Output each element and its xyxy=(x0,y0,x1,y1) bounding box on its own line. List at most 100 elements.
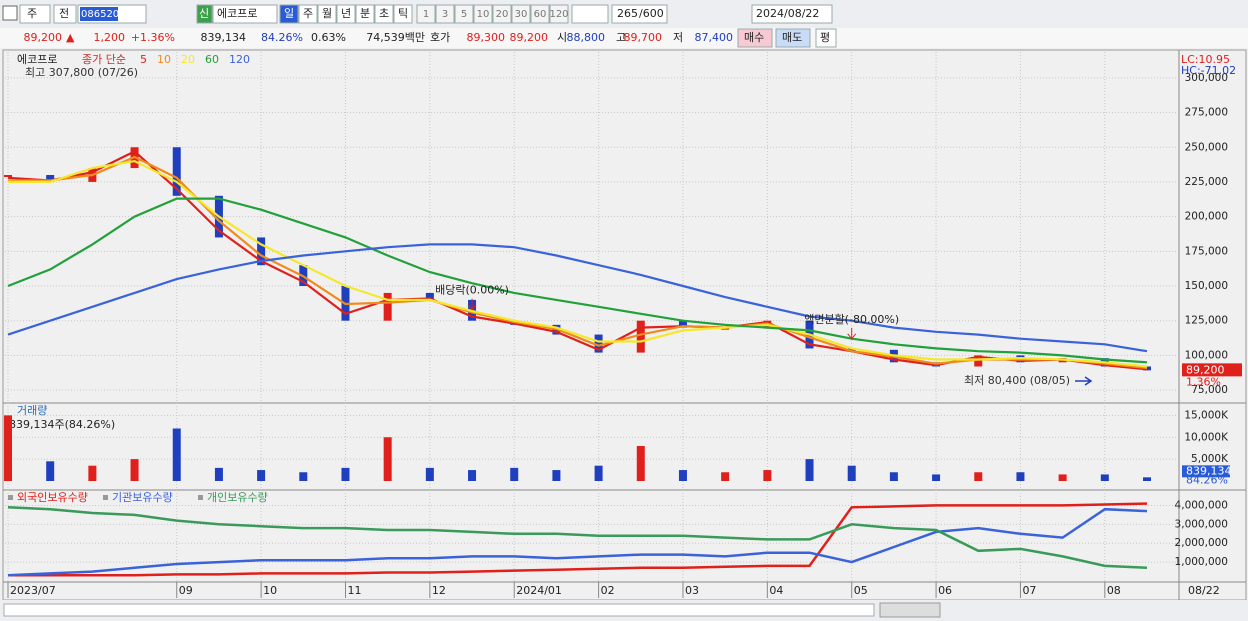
x-tick-label: 02 xyxy=(601,584,615,597)
volume-bar xyxy=(889,472,898,481)
volume-bar xyxy=(299,472,308,481)
period-button[interactable] xyxy=(355,4,375,24)
y-tick-label: 2,000,000 xyxy=(1175,537,1228,549)
kind-select[interactable] xyxy=(53,4,77,24)
unit-button[interactable] xyxy=(549,4,569,24)
volume-bar xyxy=(1100,474,1109,481)
y-tick-label: 300,000 xyxy=(1185,72,1228,84)
volume-bar xyxy=(341,467,350,481)
volume-bar xyxy=(172,428,181,481)
unit-button[interactable] xyxy=(473,4,493,24)
period-label: 초 xyxy=(379,7,389,20)
unit-label: 60 xyxy=(534,9,547,20)
annotation: 배당락(0.00%) xyxy=(435,284,509,297)
unit-button[interactable] xyxy=(530,4,550,24)
avg-button[interactable] xyxy=(815,28,837,48)
unit-label: 20 xyxy=(496,9,509,20)
market-select[interactable] xyxy=(19,4,51,24)
period-label: 분 xyxy=(360,7,370,20)
avg-label: 평 xyxy=(820,31,830,44)
x-tick-label: 11 xyxy=(347,584,361,597)
y-tick-label: 150,000 xyxy=(1185,280,1228,292)
info-arrow: ▲ xyxy=(66,31,75,44)
unit-button[interactable] xyxy=(454,4,474,24)
volume-bar xyxy=(468,470,477,481)
legend-entry: 20 xyxy=(181,53,195,66)
period-button[interactable] xyxy=(298,4,318,24)
date-box[interactable] xyxy=(751,4,833,24)
y-tick-label: 250,000 xyxy=(1185,141,1228,153)
unit-button[interactable] xyxy=(435,4,455,24)
unit-label: 30 xyxy=(515,9,528,20)
volume-bar xyxy=(46,461,55,481)
volume-bar xyxy=(425,467,434,481)
period-button[interactable] xyxy=(336,4,356,24)
code-highlight xyxy=(80,7,118,21)
period-button[interactable] xyxy=(317,4,337,24)
buy-button[interactable] xyxy=(737,28,773,48)
x-tick-label: 05 xyxy=(854,584,868,597)
y-tick-label: 100,000 xyxy=(1185,349,1228,361)
y-tick-label: 15,000K xyxy=(1184,409,1229,421)
unit-button[interactable] xyxy=(416,4,436,24)
candle xyxy=(257,237,266,266)
volume-bar xyxy=(721,472,730,481)
x-tick-label: 04 xyxy=(769,584,783,597)
panel-title: 거래량 xyxy=(17,404,47,417)
legend-entry: 기관보유수량 xyxy=(112,491,173,504)
y-tick-label: 200,000 xyxy=(1185,211,1228,223)
info-low-label: 저 xyxy=(673,31,683,44)
period-button[interactable] xyxy=(374,4,394,24)
sell-button[interactable] xyxy=(775,28,811,48)
volume-bar xyxy=(552,470,561,481)
price-tag xyxy=(1182,363,1242,377)
unit-select[interactable] xyxy=(571,4,609,24)
unit-button[interactable] xyxy=(492,4,512,24)
candle xyxy=(4,175,12,177)
unit-label: 5 xyxy=(461,9,467,20)
legend-marker xyxy=(8,495,13,500)
volume-bar xyxy=(763,470,772,481)
annotation-arrow xyxy=(467,298,477,311)
x-tick-label: 06 xyxy=(938,584,952,597)
unit-label: 120 xyxy=(549,9,568,20)
sell-label: 매도 xyxy=(782,31,802,44)
period-button[interactable] xyxy=(279,4,299,24)
badge xyxy=(196,4,213,24)
buy-label: 매수 xyxy=(744,31,764,44)
stock-name: 에코프로 xyxy=(217,7,257,20)
holding-line xyxy=(8,502,1148,577)
legend-entry: 5 xyxy=(140,53,147,66)
count-box[interactable] xyxy=(611,4,668,24)
info-bid: 89,200 xyxy=(510,31,549,44)
kind-select-text: 전 xyxy=(59,7,69,20)
x-tick-label: 12 xyxy=(432,584,446,597)
legend-marker xyxy=(103,495,108,500)
holding-line xyxy=(7,507,1148,577)
y-tick-label: 4,000,000 xyxy=(1175,499,1228,511)
volume-bar xyxy=(847,465,856,481)
volume-bar xyxy=(383,437,392,481)
y-tick-label: 3,000,000 xyxy=(1175,518,1228,530)
period-label: 년 xyxy=(341,7,351,20)
info-vol-rate: 84.26% xyxy=(261,31,303,44)
legend-entry: 60 xyxy=(205,53,219,66)
scroll-track[interactable] xyxy=(3,603,875,617)
legend-marker xyxy=(198,495,203,500)
info-change: 1,200 xyxy=(94,31,126,44)
code-text: 086520 xyxy=(81,9,119,20)
unit-label: 3 xyxy=(442,9,448,20)
menu-icon[interactable] xyxy=(2,5,18,21)
unit-button[interactable] xyxy=(511,4,531,24)
y-tick-label: 125,000 xyxy=(1185,315,1228,327)
playback-controls[interactable] xyxy=(879,602,941,618)
holding-line xyxy=(7,506,1148,570)
name-box[interactable] xyxy=(212,4,278,24)
info-ask: 89,300 xyxy=(467,31,506,44)
y-tick-label: 75,000 xyxy=(1191,384,1228,396)
date: 2024/08/22 xyxy=(756,7,819,20)
info-turnover: 0.63% xyxy=(311,31,346,44)
period-button[interactable] xyxy=(393,4,413,24)
volume-tag xyxy=(1182,465,1230,478)
info-open-label: 시 xyxy=(557,31,567,44)
